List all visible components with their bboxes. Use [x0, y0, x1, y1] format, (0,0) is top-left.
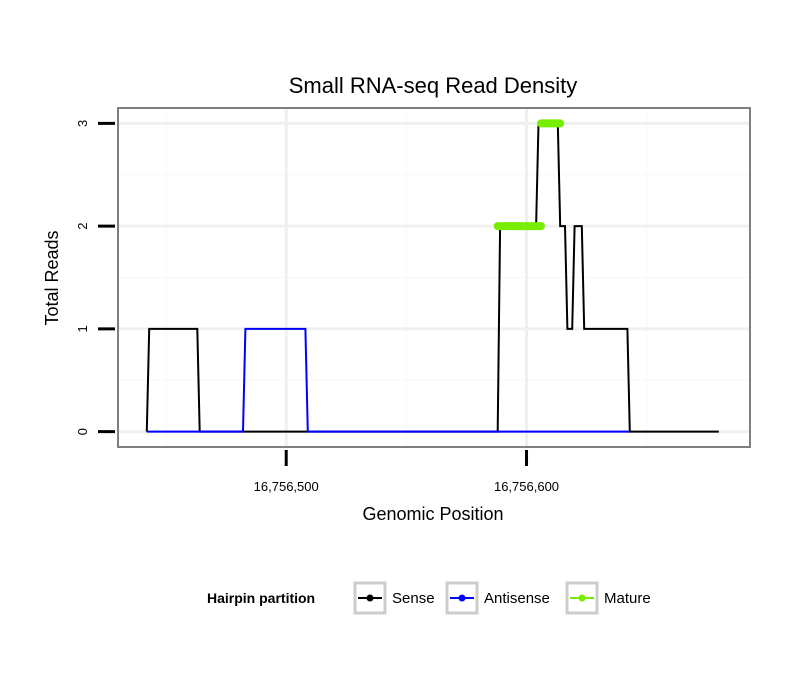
y-tick-label: 3 [75, 120, 90, 127]
legend-key-point [458, 594, 466, 602]
legend-key-point [366, 594, 374, 602]
legend-title: Hairpin partition [207, 590, 315, 606]
x-tick-label: 16,756,500 [254, 479, 319, 494]
legend-entry-antisense: Antisense [445, 581, 550, 615]
y-tick-label: 1 [75, 325, 90, 332]
x-axis-ticks: 16,756,500 16,756,600 [254, 450, 559, 494]
legend-label: Sense [392, 590, 435, 607]
legend-entry-sense: Sense [353, 581, 435, 615]
legend-label: Mature [604, 590, 651, 607]
series-layer [145, 119, 719, 433]
y-tick-label: 2 [75, 223, 90, 230]
series-line-antisense [146, 327, 630, 433]
y-tick-label: 0 [75, 428, 90, 435]
legend-key-point [578, 594, 586, 602]
legend-entry-mature: Mature [565, 581, 651, 615]
y-axis-title: Total Reads [42, 230, 62, 325]
legend: Hairpin partition Sense Antisense Mature [207, 581, 651, 615]
legend-label: Antisense [484, 590, 550, 607]
x-tick-label: 16,756,600 [494, 479, 559, 494]
y-axis-ticks: 0 1 2 3 [75, 120, 115, 435]
chart-title: Small RNA-seq Read Density [289, 73, 578, 98]
x-axis-title: Genomic Position [362, 504, 503, 524]
grid-lines [118, 108, 750, 447]
series-line-sense [145, 122, 719, 433]
plot-border [117, 107, 751, 448]
